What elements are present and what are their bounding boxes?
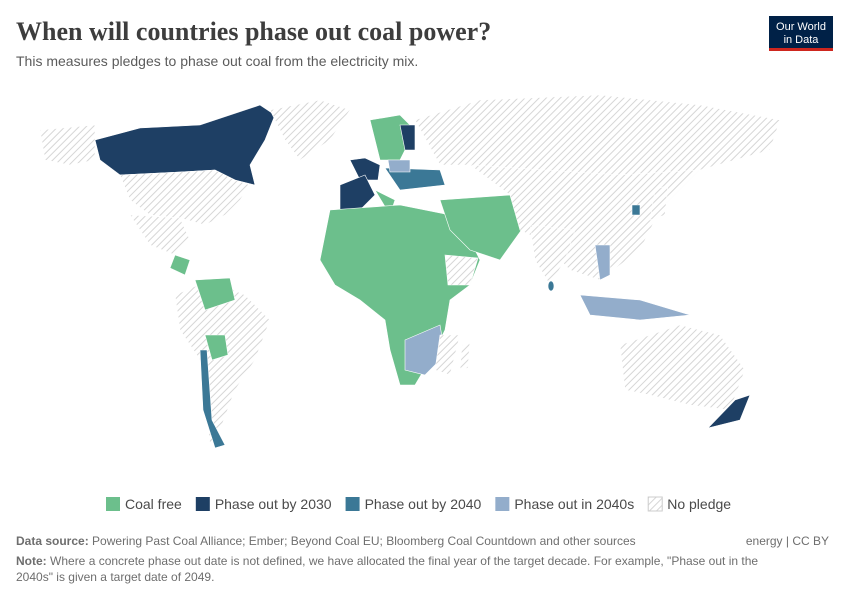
country — [594, 244, 611, 281]
country — [387, 159, 411, 173]
country — [269, 99, 351, 161]
country — [631, 204, 641, 216]
country — [547, 280, 555, 292]
country — [119, 169, 251, 226]
country — [199, 349, 226, 449]
logo[interactable]: Our World in Data — [769, 16, 833, 51]
note-text: Where a concrete phase out date is not d… — [50, 554, 758, 568]
country — [434, 334, 461, 376]
subtitle: This measures pledges to phase out coal … — [16, 53, 418, 69]
legend-swatch — [647, 496, 663, 512]
country — [169, 254, 191, 276]
logo-bar — [769, 48, 833, 51]
legend: Coal free Phase out by 2030 Phase out by 2… — [106, 496, 731, 512]
country — [707, 394, 751, 429]
source: Data source: Powering Past Coal Alliance… — [16, 534, 636, 548]
logo-text: Our World — [776, 21, 826, 33]
country — [399, 124, 416, 151]
legend-swatch — [106, 497, 120, 511]
note: 2040s" is given a target date of 2049. — [16, 570, 214, 584]
country — [39, 124, 96, 166]
note-label: Note: — [16, 554, 47, 568]
logo-box — [769, 16, 833, 50]
country — [129, 214, 191, 256]
country — [404, 324, 446, 376]
title: When will countries phase out coal power… — [16, 17, 491, 46]
legend-swatch — [345, 497, 360, 511]
country — [194, 277, 236, 311]
legend-label: Coal free — [125, 496, 182, 512]
logo-text: in Data — [784, 34, 820, 46]
country — [349, 157, 381, 181]
country — [339, 174, 376, 211]
country — [529, 224, 576, 286]
world-map — [39, 94, 781, 449]
country — [204, 334, 229, 361]
country — [384, 167, 446, 191]
legend-swatch — [495, 497, 510, 511]
country — [649, 184, 669, 221]
legend-swatch — [195, 497, 210, 511]
license: energy | CC BY — [746, 534, 829, 548]
legend-label: Phase out by 2030 — [215, 496, 332, 512]
country — [174, 279, 271, 446]
legend-label: Phase out in 2040s — [514, 496, 634, 512]
country — [414, 94, 781, 176]
country — [459, 339, 471, 371]
country — [619, 324, 746, 411]
legend-label: Phase out by 2040 — [365, 496, 482, 512]
source-label: Data source: — [16, 534, 89, 548]
note: Note: Where a concrete phase out date is… — [16, 554, 758, 568]
legend-label: No pledge — [667, 496, 731, 512]
country — [444, 254, 479, 286]
source-text: Powering Past Coal Alliance; Ember; Beyo… — [92, 534, 636, 548]
country — [579, 294, 691, 321]
